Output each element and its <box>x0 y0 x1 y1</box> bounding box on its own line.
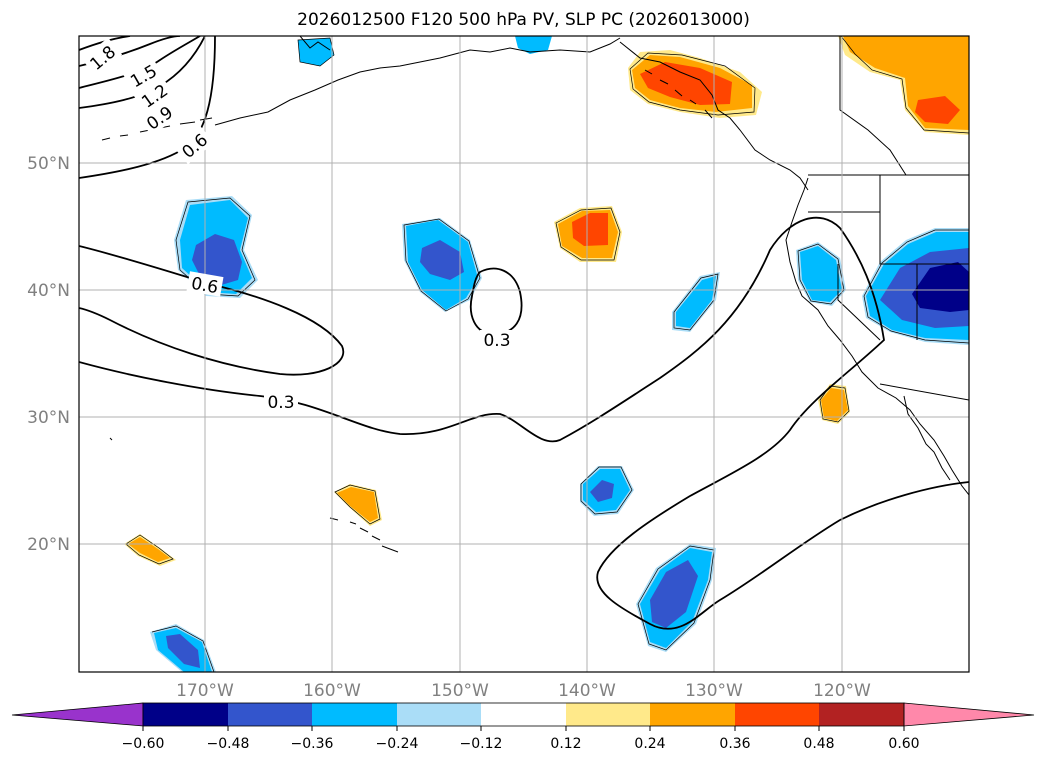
pv-negative-anomaly <box>676 276 716 328</box>
alaska-coast <box>214 37 621 126</box>
colorbar-segment <box>566 703 650 726</box>
pv-negative-anomaly <box>515 36 552 54</box>
lon-label-170w: 170°W <box>176 681 234 701</box>
pv-shading <box>124 36 969 672</box>
lat-label-50n: 50°N <box>27 154 70 174</box>
pv-positive-anomaly <box>128 537 170 562</box>
pv-negative-anomaly <box>912 262 969 312</box>
pv-negative-anomaly <box>650 560 698 628</box>
state-borders <box>808 175 969 401</box>
contour-label: 0.3 <box>267 393 294 413</box>
lon-label-120w: 120°W <box>813 681 871 701</box>
lat-label-40n: 40°N <box>27 281 70 301</box>
contour-label: 0.3 <box>483 331 510 351</box>
colorbar-tick-label: −0.36 <box>291 736 334 752</box>
colorbar-tick-label: −0.60 <box>122 736 165 752</box>
lon-label-140w: 140°W <box>558 681 616 701</box>
colorbar-extend-low <box>11 702 144 727</box>
colorbar-tick-label: 0.36 <box>719 736 750 752</box>
pv-positive-anomaly <box>915 96 960 124</box>
colorbar-segment <box>228 703 312 726</box>
pv-positive-anomaly <box>640 62 732 105</box>
latitude-labels: 50°N 40°N 30°N 20°N <box>27 154 70 555</box>
colorbar-segment <box>735 703 819 726</box>
coastlines <box>101 36 969 553</box>
aleutian-islands <box>101 117 213 141</box>
slp-contour-0.3 <box>79 216 969 630</box>
contour-label: 0.6 <box>190 274 220 298</box>
small-island <box>109 437 113 441</box>
pv-negative-anomaly <box>800 246 842 302</box>
pv-negative-anomaly <box>166 634 200 668</box>
colorbar-extend-high <box>903 702 1035 727</box>
map-frame <box>78 35 970 673</box>
colorbar-segment <box>143 703 228 726</box>
lat-label-20n: 20°N <box>27 535 70 555</box>
colorbar-tick-label: 0.60 <box>888 736 919 752</box>
map-plot-area: 1.8 1.5 1.2 0.9 0.6 0.6 0.3 0.3 <box>79 36 969 672</box>
west-coast <box>785 177 969 496</box>
colorbar-segment <box>650 703 735 726</box>
panhandle-islands <box>644 69 713 119</box>
colorbar-tick-label: −0.48 <box>207 736 250 752</box>
graticule <box>79 36 969 672</box>
hawaii-islands <box>329 517 399 553</box>
pv-positive-anomaly <box>821 388 848 421</box>
panhandle-coast <box>619 41 809 191</box>
colorbar-tick-label: 0.24 <box>634 736 665 752</box>
colorbar-segment <box>819 703 904 726</box>
canada-border <box>839 36 907 176</box>
map-title: 2026012500 F120 500 hPa PV, SLP PC (2026… <box>297 10 750 30</box>
colorbar-segment <box>481 703 566 726</box>
pv-positive-anomaly <box>337 487 378 522</box>
pv-negative-anomaly <box>420 240 464 280</box>
colorbar-segment <box>397 703 481 726</box>
colorbar-segment <box>312 703 397 726</box>
colorbar-tick-label: −0.12 <box>460 736 503 752</box>
baja-coast <box>903 395 951 481</box>
pv-outline-contours <box>125 36 969 672</box>
slp-contour-1.2 <box>79 36 201 89</box>
lon-label-150w: 150°W <box>431 681 489 701</box>
alaska-coast <box>299 36 331 51</box>
colorbar-tick-label: −0.24 <box>376 736 419 752</box>
lat-label-30n: 30°N <box>27 408 70 428</box>
colorbar-tick-label: 0.12 <box>550 736 581 752</box>
pv-negative-anomaly <box>590 480 614 502</box>
longitude-labels: 170°W 160°W 150°W 140°W 130°W 120°W <box>176 681 871 701</box>
lon-label-160w: 160°W <box>303 681 361 701</box>
pv-positive-anomaly <box>572 213 608 246</box>
lon-label-130w: 130°W <box>685 681 743 701</box>
colorbar: −0.60 −0.48 −0.36 −0.24 −0.12 0.12 0.24 … <box>11 702 1035 752</box>
colorbar-tick-label: 0.48 <box>803 736 834 752</box>
